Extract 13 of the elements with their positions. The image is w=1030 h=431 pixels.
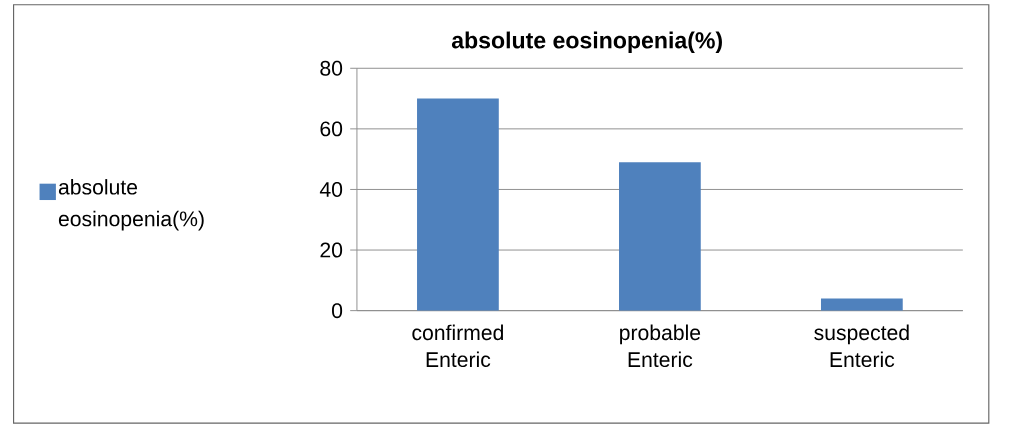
y-tick-label: 60 [320, 121, 343, 137]
x-tick-label: suspected Enteric [814, 324, 909, 368]
chart-title: absolute eosinopenia(%) [451, 31, 722, 54]
bar [820, 298, 903, 311]
y-tick-label: 20 [320, 242, 343, 258]
y-tick-label: 40 [319, 182, 343, 198]
x-tick-label: probable Enteric [620, 324, 701, 368]
x-tick-label: confirmed Enteric [412, 324, 503, 368]
y-tick-label: 80 [320, 60, 343, 76]
bar [417, 98, 499, 311]
y-tick-label: 0 [332, 303, 343, 319]
legend-label: absolute eosinopenia(%) [58, 179, 204, 231]
bar [619, 162, 701, 311]
